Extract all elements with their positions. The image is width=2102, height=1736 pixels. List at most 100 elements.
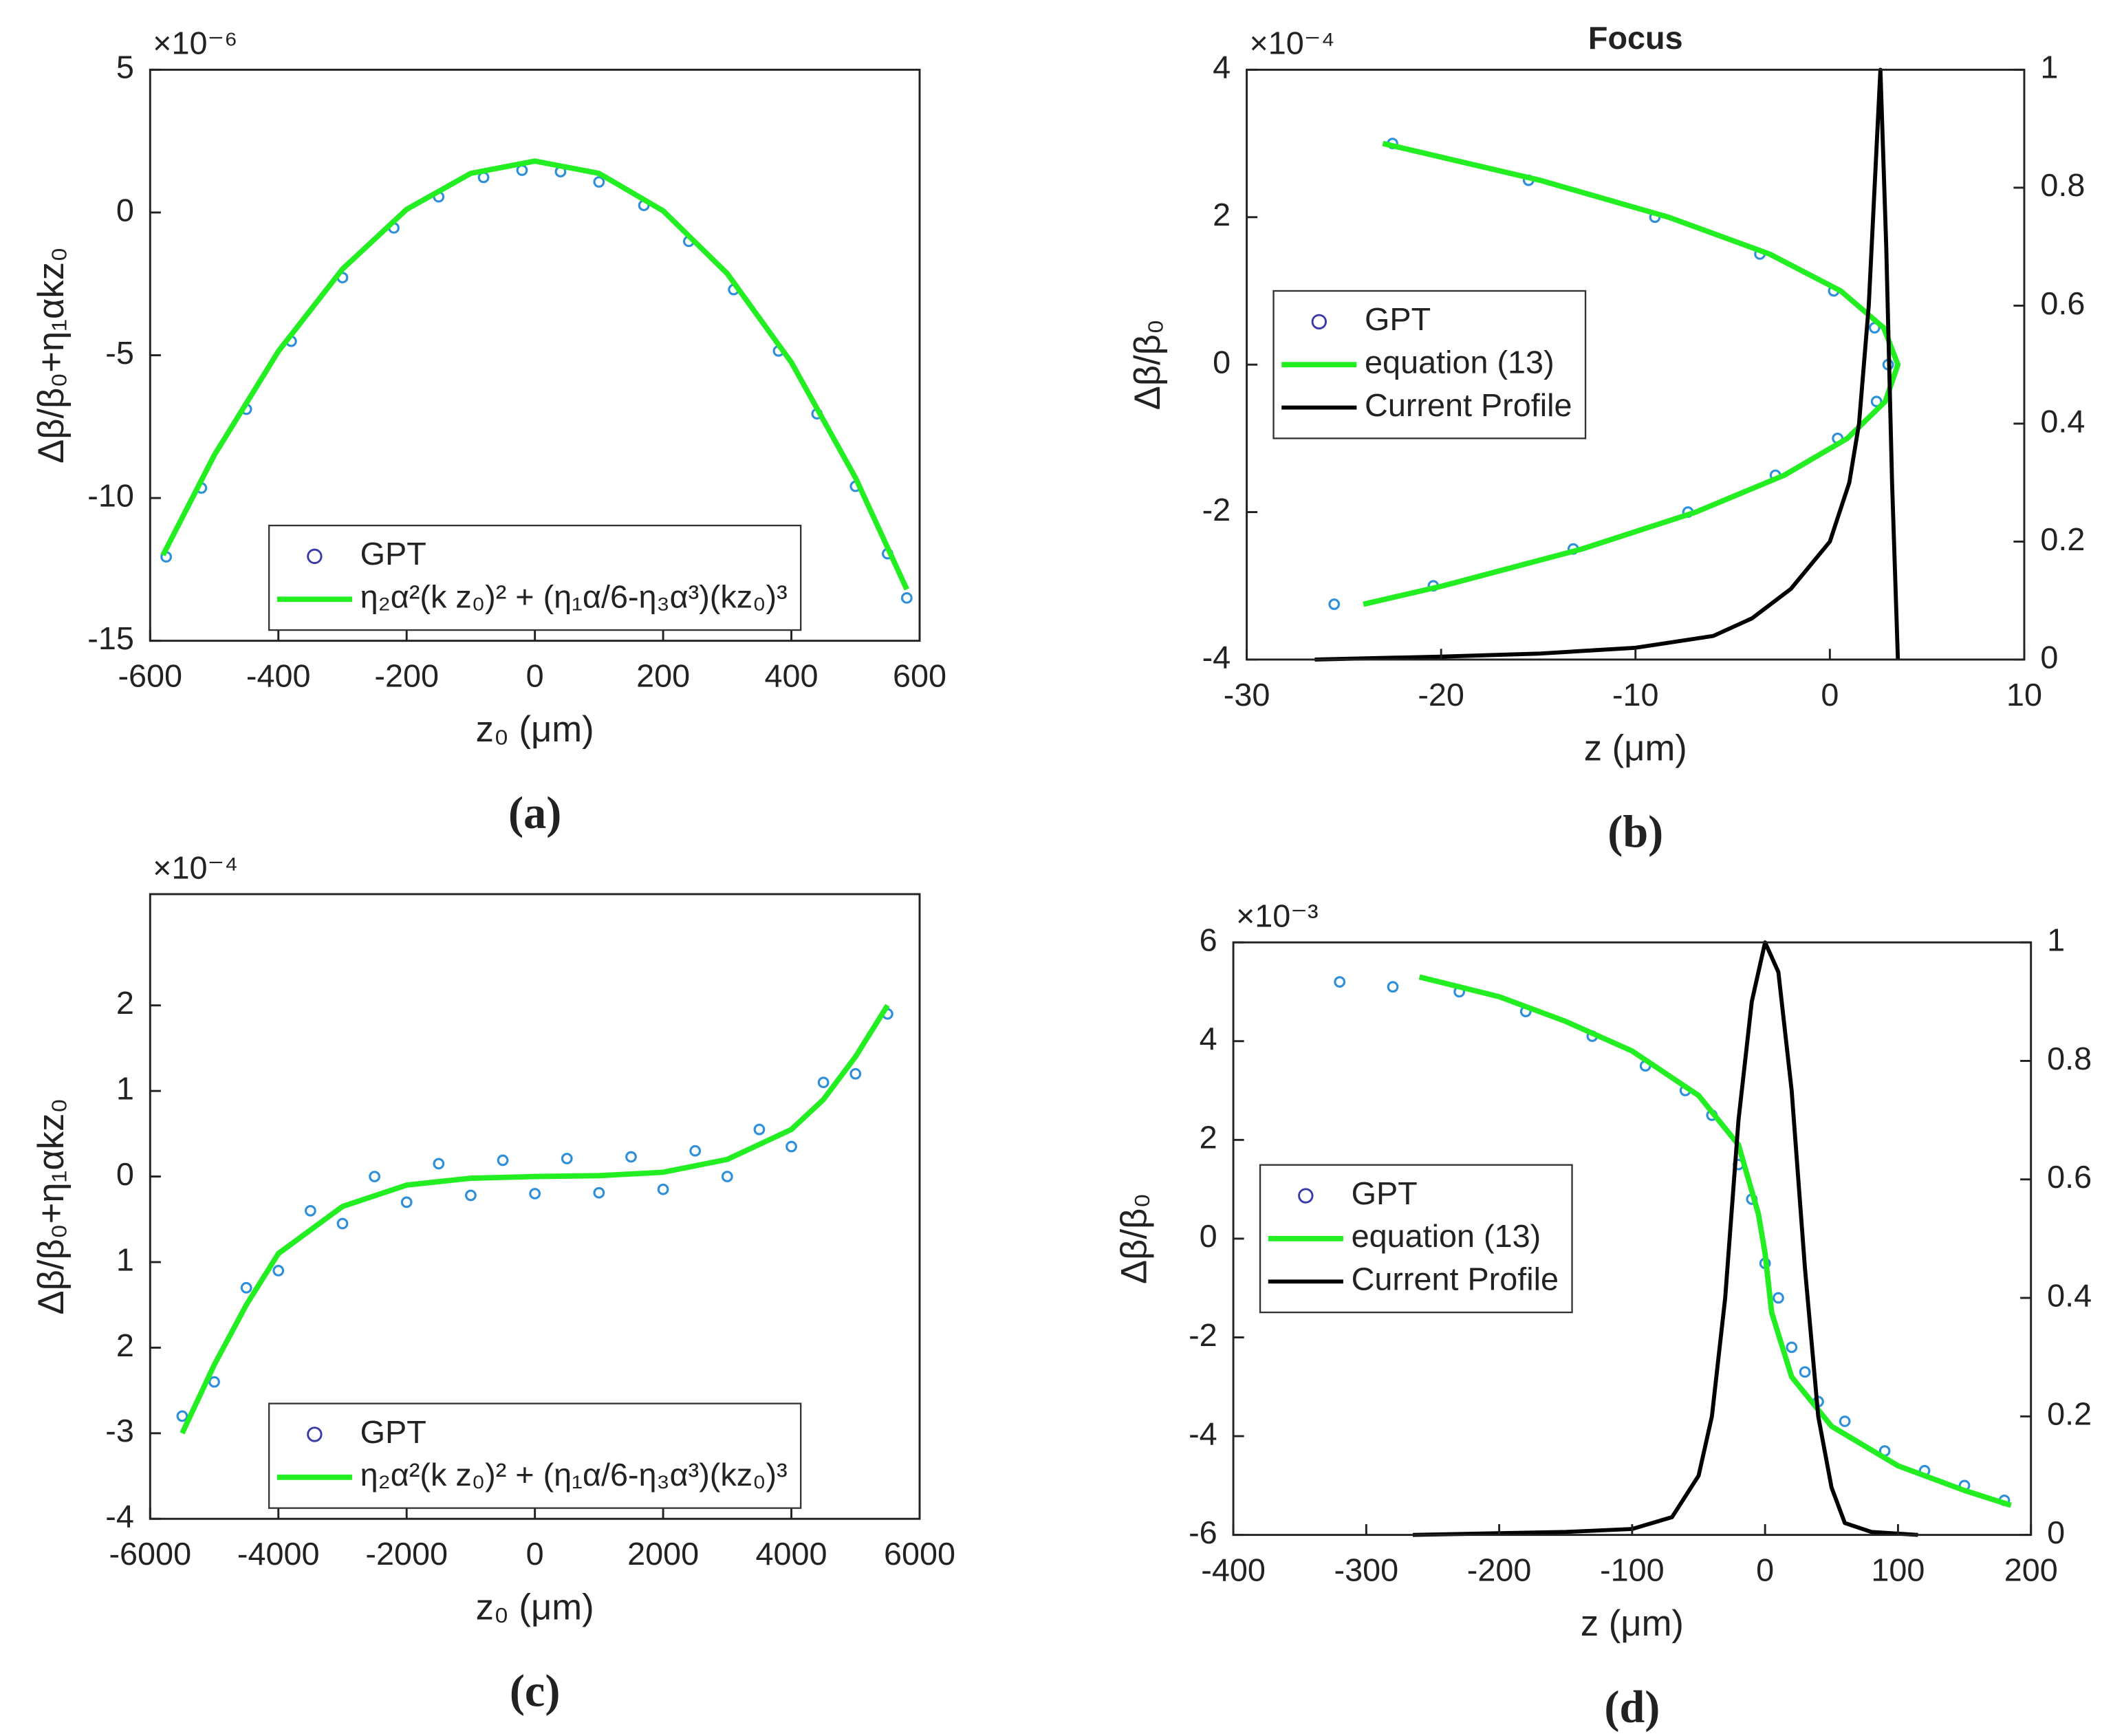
y2-tick-label: 0.4 <box>2047 1277 2092 1313</box>
data-point <box>336 1217 349 1230</box>
data-point <box>304 1204 316 1217</box>
y-tick-label: -2 <box>1202 492 1231 528</box>
axis-exponent: ×10⁻⁶ <box>153 25 237 61</box>
y-tick-label: -4 <box>1189 1415 1217 1451</box>
legend-label: η₂α²(k z₀)² + (η₁α/6-η₃α³)(kz₀)³ <box>360 1457 788 1493</box>
y2-tick-label: 1 <box>2047 922 2065 958</box>
y-tick-label: 2 <box>1213 197 1231 232</box>
subplot: -6000 -4000 -2000 0 2000 4000 6000 -4 -3 2 1 0 1 2 ×10… <box>31 849 955 1716</box>
x-tick-label: -200 <box>1467 1552 1532 1588</box>
x-axis-label: z (μm) <box>1584 728 1687 768</box>
y-axis-label: Δβ/β₀+η₁αkz₀ <box>31 247 72 464</box>
x-tick-label: -2000 <box>365 1536 448 1572</box>
y-tick-label: -15 <box>87 620 134 656</box>
x-tick-label: 200 <box>2004 1552 2058 1588</box>
data-point <box>561 1153 573 1164</box>
x-tick-label: -4000 <box>237 1536 320 1572</box>
data-point <box>1786 1341 1798 1354</box>
y-tick-label: 6 <box>1200 922 1217 958</box>
data-point <box>1839 1415 1851 1427</box>
data-point <box>721 1171 733 1182</box>
x-tick-label: 0 <box>526 1536 544 1572</box>
plot-area <box>1334 940 2012 1537</box>
y-axis-label: Δβ/β₀ <box>1127 319 1168 410</box>
x-tick-label: 0 <box>526 658 544 694</box>
x-tick-label: -6000 <box>109 1536 191 1572</box>
legend-marker <box>307 1426 323 1442</box>
legend-box <box>268 524 802 631</box>
plot-area <box>160 158 913 604</box>
x-axis-label: z₀ (μm) <box>476 709 594 750</box>
data-point <box>817 1076 830 1089</box>
x-axis-label: z₀ (μm) <box>476 1587 594 1628</box>
x-tick-label: 6000 <box>884 1536 955 1572</box>
y-tick-label: -3 <box>105 1413 134 1449</box>
caption: (c) <box>510 1667 561 1717</box>
y-tick-label: 4 <box>1213 50 1231 85</box>
data-point <box>1328 598 1341 610</box>
y-tick-label: 1 <box>116 1241 134 1277</box>
data-point <box>785 1140 797 1153</box>
x-tick-label: -30 <box>1224 677 1270 713</box>
x-tick-label: -400 <box>246 658 311 694</box>
legend-label: Current Profile <box>1352 1261 1559 1297</box>
data-point <box>176 1410 188 1422</box>
caption: (a) <box>508 788 561 838</box>
data-point <box>1799 1366 1811 1378</box>
data-line <box>1412 940 1918 1537</box>
data-point <box>516 164 528 176</box>
data-point <box>208 1376 220 1388</box>
data-point <box>689 1144 702 1157</box>
x-tick-label: -600 <box>118 658 182 694</box>
y2-tick-label: 0.8 <box>2047 1041 2092 1076</box>
subplot: -400 -300 -200 -100 0 100 200 -6 -4 -2 0 2 4 6 0 0.2 0.4… <box>1114 898 2092 1733</box>
legend: GPT equation (13) Current Profile <box>1272 290 1587 440</box>
legend-label: GPT <box>360 1414 426 1450</box>
data-point <box>433 1158 445 1170</box>
y-tick-label: 5 <box>116 50 134 85</box>
data-point <box>1870 395 1883 408</box>
legend-marker <box>1311 314 1328 329</box>
data-line <box>160 158 909 591</box>
data-point <box>625 1151 637 1163</box>
data-point <box>1773 1292 1784 1304</box>
y-tick-label: -2 <box>1189 1317 1217 1353</box>
data-line <box>1418 974 2012 1508</box>
y2-tick-label: 0 <box>2040 639 2058 675</box>
y-tick-label: -6 <box>1189 1515 1217 1550</box>
y-tick-label: -5 <box>105 335 134 371</box>
y2-tick-label: 0.6 <box>2047 1159 2092 1195</box>
legend-label: GPT <box>1365 301 1431 337</box>
y-tick-label: -4 <box>105 1499 134 1534</box>
axis-exponent: ×10⁻⁴ <box>1249 25 1334 61</box>
x-tick-label: 10 <box>2006 677 2042 713</box>
x-tick-label: 0 <box>1821 677 1839 713</box>
x-tick-label: 400 <box>765 658 819 694</box>
data-point <box>657 1183 669 1195</box>
y-tick-label: 0 <box>1213 345 1231 380</box>
plot-area <box>1314 67 1901 662</box>
y-tick-label: 0 <box>1200 1218 1217 1254</box>
data-point <box>1387 981 1399 993</box>
plot-area <box>176 1003 893 1435</box>
x-tick-label: -200 <box>374 658 439 694</box>
data-point <box>593 176 605 188</box>
data-point <box>593 1186 605 1199</box>
data-point <box>753 1123 766 1136</box>
legend-label: equation (13) <box>1365 345 1554 380</box>
y-tick-label: 2 <box>116 985 134 1021</box>
axis-exponent: ×10⁻⁴ <box>153 849 238 885</box>
subplot: -600 -400 -200 0 200 400 600 -15 -10 -5 0 5 ×10⁻⁶ z₀ … <box>31 25 946 838</box>
y-tick-label: 0 <box>116 1156 134 1192</box>
caption: (b) <box>1607 807 1663 857</box>
x-tick-label: 600 <box>893 658 946 694</box>
data-point <box>1334 976 1346 988</box>
y-tick-label: 2 <box>116 1327 134 1363</box>
data-line <box>180 1003 890 1435</box>
y-tick-label: 2 <box>1200 1120 1217 1155</box>
data-point <box>465 1189 477 1202</box>
data-point <box>400 1196 413 1208</box>
data-point <box>497 1154 509 1167</box>
data-line <box>1314 67 1900 662</box>
